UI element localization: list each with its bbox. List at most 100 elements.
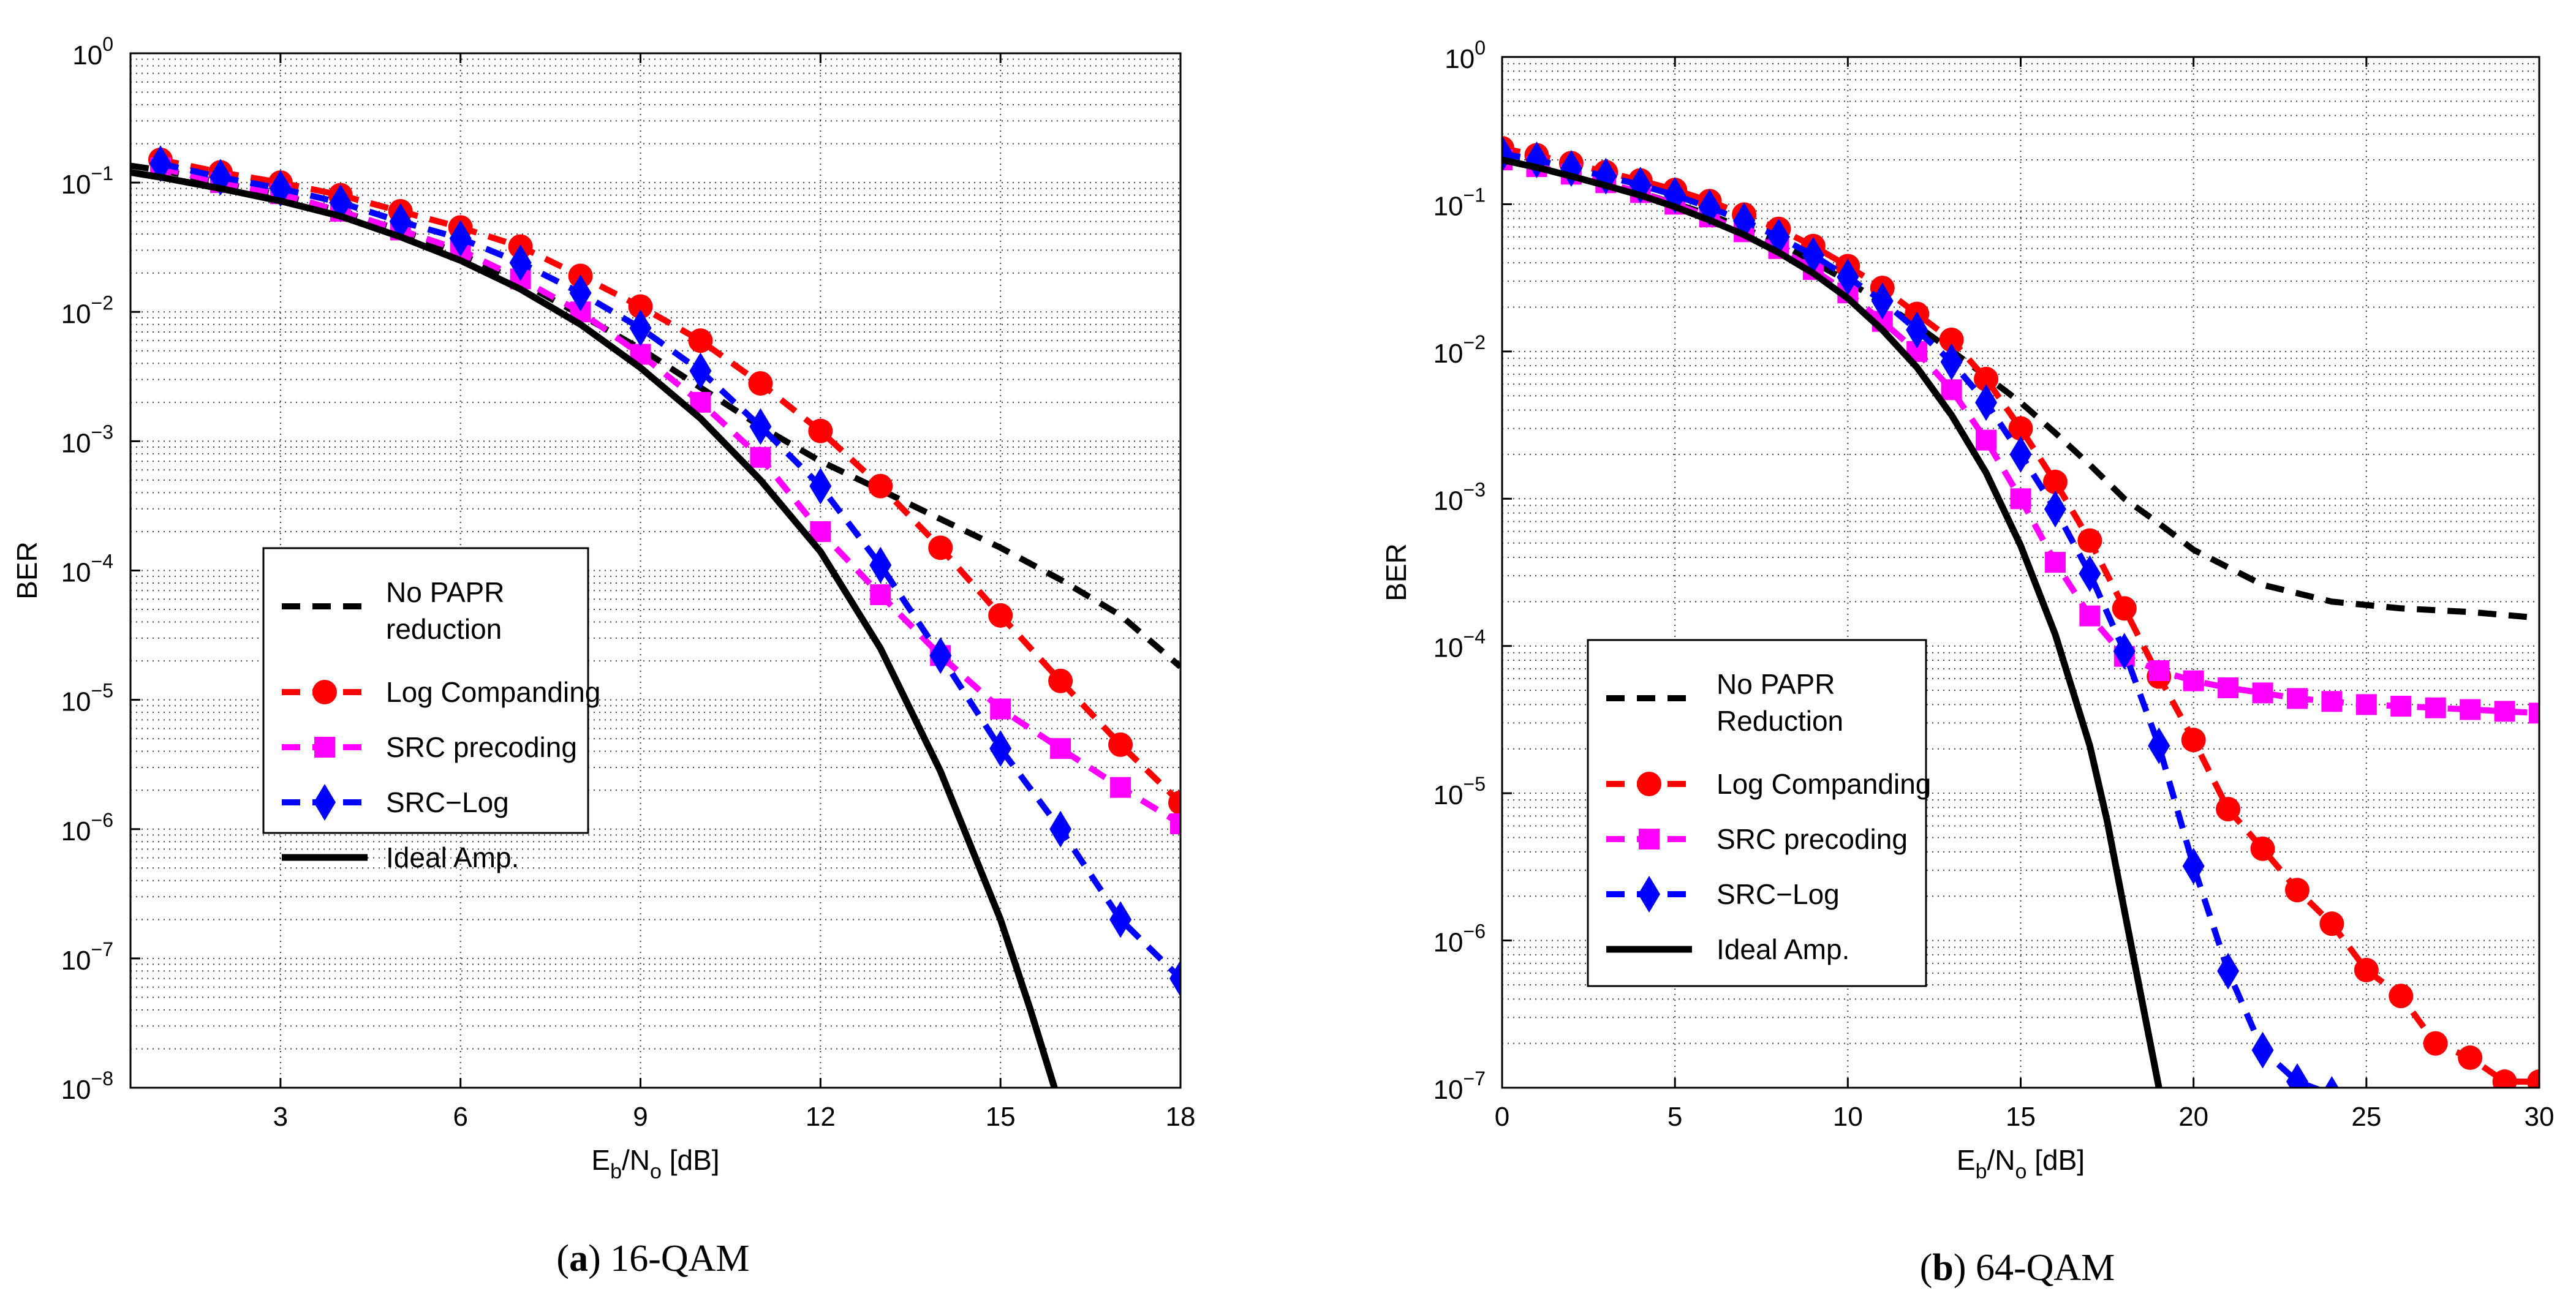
x-tick-label: 25 [2351,1102,2381,1132]
data-point [2529,702,2539,724]
x-tick-label: 15 [2006,1102,2036,1132]
series-line-3 [159,160,1180,981]
data-point [1108,732,1133,757]
data-point [2321,691,2343,712]
data-point [2216,797,2241,822]
y-tick-label: 100 [1445,37,1486,74]
data-point [1940,343,1963,380]
data-point [389,203,412,240]
legend-label-2: SRC precoding [386,731,577,763]
x-axis-label: Eb/No [dB] [591,1144,719,1183]
data-point [868,473,893,499]
data-point [2217,952,2240,990]
data-point [2286,1063,2308,1088]
panel-caption: (a) 16-QAM [556,1238,749,1279]
data-point [1048,668,1073,693]
y-tick-label: 10−4 [61,551,113,588]
series-line-2 [159,165,1180,827]
data-point [2492,1069,2517,1088]
data-point [1939,327,1964,352]
data-point [929,637,952,674]
legend-label-1: Log Companding [1717,768,1931,800]
series-line-0 [130,162,1180,669]
series-line-4 [130,168,1058,1088]
data-point [748,371,773,396]
chart-panel-b: 0 5 10 15 20 25 30 100 10−1 10−2 10−3 10−4 10−5 10−6 1… [1380,37,2554,1289]
data-point [2009,435,2032,473]
data-point [2390,696,2412,717]
legend-marker [1637,772,1661,796]
data-point [569,274,592,312]
y-tick-label: 10−4 [1433,626,1486,663]
y-tick-label: 10−8 [61,1068,113,1105]
x-tick-label: 12 [806,1102,836,1132]
legend-marker [1639,829,1660,849]
x-tick-label: 9 [633,1102,648,1132]
data-point [1169,960,1180,997]
legend: No PAPR reduction Log Companding SRC precod… [262,547,600,873]
data-point [509,244,532,281]
legend-marker [312,680,337,704]
y-tick-label: 10−1 [1433,184,1486,221]
data-point [2425,697,2446,718]
legend-label-3: SRC−Log [386,786,509,818]
data-point [1975,384,1998,421]
y-tick-label: 100 [72,33,113,70]
data-point [2354,957,2379,982]
data-point [2183,670,2204,691]
data-point [2252,682,2273,704]
data-point [449,220,472,257]
data-point [988,603,1013,628]
x-tick-label: 5 [1668,1102,1682,1132]
series-line-4 [1502,156,2162,1088]
data-point [2042,469,2068,494]
x-axis-label: Eb/No [dB] [1957,1144,2085,1183]
data-point [1906,311,1928,348]
panel-caption: (b) 64-QAM [1920,1247,2115,1289]
data-point [629,309,652,347]
data-point [688,328,713,353]
data-point [989,730,1012,767]
data-point [2389,984,2414,1009]
y-tick-label: 10−2 [1433,331,1486,369]
data-point [2112,596,2137,621]
data-point [2319,911,2344,936]
data-point [1109,901,1132,938]
data-point [2423,1031,2448,1056]
x-tick-label: 30 [2525,1102,2555,1132]
y-tick-label: 10−1 [61,162,113,200]
data-point [1170,813,1180,835]
data-point [2460,699,2481,720]
data-point [2182,848,2205,885]
data-point [2148,727,2170,764]
grid [130,53,1180,1088]
legend-label-1: Log Companding [386,676,600,708]
legend-label-0: No PAPR Reduction [1717,668,1843,737]
data-point [2218,677,2239,698]
series-line-1 [159,157,1180,805]
series-group [130,145,1180,1088]
legend-marker [314,737,335,758]
data-point [1050,738,1071,759]
data-point [2181,728,2206,753]
data-point [1837,258,1859,296]
legend-label-4: Ideal Amp. [386,842,519,873]
legend-label-0: No PAPR reduction [386,576,504,645]
data-point [1110,777,1131,798]
y-tick-label: 10−3 [1433,478,1486,516]
y-tick-label: 10−6 [61,809,113,846]
data-point [2079,555,2101,592]
data-point [2077,528,2102,553]
x-tick-label: 10 [1833,1102,1863,1132]
data-point [2355,694,2377,715]
legend-marker [314,784,336,821]
data-point [1049,810,1072,848]
data-point [628,294,653,319]
data-point [1871,282,1894,320]
y-tick-label: 10−7 [61,938,113,976]
data-point [2494,701,2515,722]
data-point [808,418,833,443]
y-axis-label: BER [1380,543,1412,601]
data-point [689,352,712,390]
x-tick-label: 6 [453,1102,467,1132]
